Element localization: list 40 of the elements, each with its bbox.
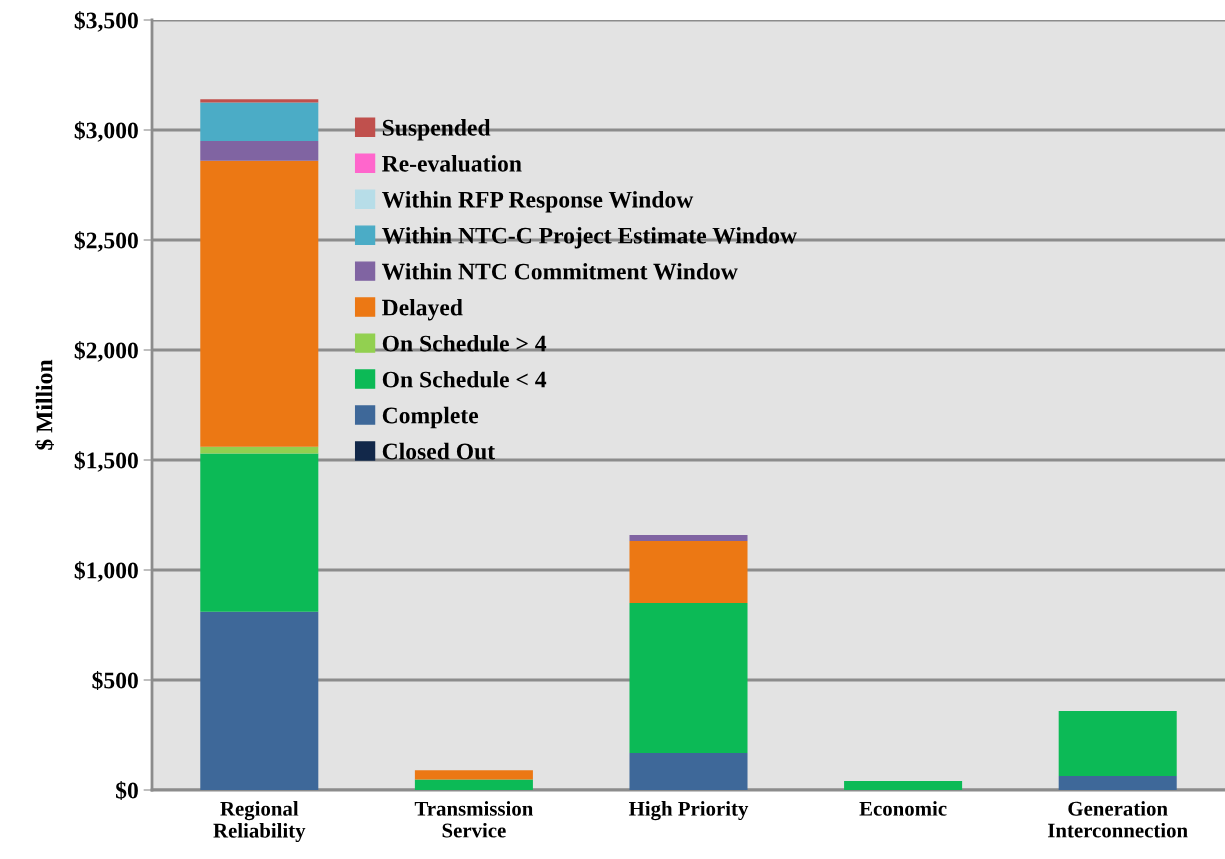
bar: [414, 779, 533, 790]
y-tick-label: $3,500: [74, 11, 138, 32]
x-tick-label: Economic: [859, 801, 947, 816]
x-tick-label: Regional Reliability: [213, 801, 306, 843]
bar: [200, 99, 319, 103]
y-axis-title: $ Million: [35, 359, 54, 450]
y-tick-label: $1,500: [74, 451, 138, 472]
bar: [414, 770, 533, 780]
legend-label: Complete: [382, 406, 479, 429]
bar: [1058, 775, 1177, 790]
bar: [200, 141, 319, 161]
bar: [200, 611, 319, 790]
bar: [629, 753, 748, 790]
bar: [629, 603, 748, 754]
y-tick-label: $500: [92, 671, 138, 690]
y-tick-label: $2,000: [74, 341, 138, 362]
bar: [200, 102, 319, 141]
legend-label: Delayed: [382, 298, 463, 321]
bar: [629, 535, 748, 541]
bar: [1058, 711, 1177, 776]
y-tick-label: $0: [116, 781, 138, 800]
bar: [629, 540, 748, 603]
legend-label: On Schedule > 4: [382, 334, 547, 352]
legend-label: Within RFP Response Window: [381, 191, 694, 213]
y-tick-label: $3,000: [74, 121, 138, 142]
legend-label: Within NTC Commitment Window: [381, 262, 738, 280]
x-tick-label: Generation Interconnection: [1047, 801, 1188, 838]
bar: [844, 780, 963, 790]
x-tick-label: Transmission Service: [414, 801, 534, 838]
bar: [200, 453, 319, 612]
legend-label: Within NTC-C Project Estimate Window: [381, 226, 797, 249]
legend-label: Re-evaluation: [382, 155, 522, 172]
y-tick-label: $1,000: [74, 561, 138, 582]
legend-label: On Schedule < 4: [382, 370, 547, 388]
legend-label: Suspended: [382, 119, 491, 141]
x-tick-label: High Priority: [628, 801, 749, 821]
y-tick-label: $2,500: [74, 231, 138, 252]
legend-label: Closed Out: [382, 442, 496, 460]
bar: [200, 446, 319, 454]
bar: [200, 160, 319, 447]
